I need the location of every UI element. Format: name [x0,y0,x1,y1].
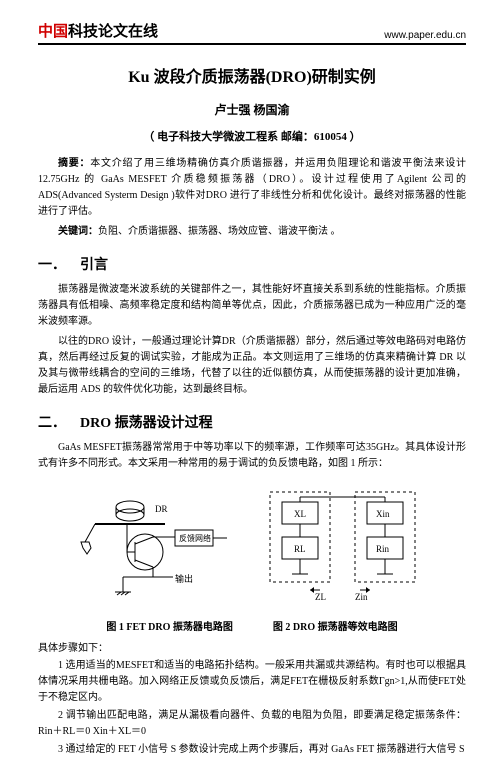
abstract-label: 摘要： [58,158,90,169]
section-1-num: 一． [38,258,66,273]
keywords: 关键词：负阻、介质谐振器、振荡器、场效应管、谐波平衡法 。 [38,224,466,240]
fig2-caption: 图 2 DRO 振荡器等效电路图 [273,618,398,633]
steps-intro: 具体步骤如下： [38,639,466,654]
figures-row: DR 反馈网络 输出 XL [38,482,466,612]
brand: 中国科技论文在线 [38,20,158,41]
figure-1: DR 反馈网络 输出 [75,482,240,612]
site-url: www.paper.edu.cn [384,30,466,41]
section-2-num: 二． [38,416,66,431]
section-2-heading: 二． DRO 振荡器设计过程 [38,412,466,432]
section-2-title: DRO 振荡器设计过程 [80,416,213,431]
figure-captions: 图 1 FET DRO 振荡器电路图 图 2 DRO 振荡器等效电路图 [38,618,466,633]
fig2-rl-label: RL [294,544,306,554]
brand-red: 中国 [38,24,68,40]
fig1-dr-label: DR [155,504,168,514]
fig1-out-label: 输出 [175,573,193,584]
section-1-p1: 振荡器是微波毫米波系统的关键部件之一，其性能好坏直接关系到系统的性能指标。介质振… [38,282,466,330]
header-bar: 中国科技论文在线 www.paper.edu.cn [38,20,466,45]
step-1: 1 选用适当的MESFET和适当的电路拓扑结构。一般采用共漏或共源结构。有时也可… [38,658,466,706]
section-1-p2: 以往的DRO 设计，一般通过理论计算DR（介质谐振器）部分，然后通过等效电路码对… [38,334,466,398]
keywords-label: 关键词： [58,226,98,237]
brand-black: 科技论文在线 [68,24,158,40]
abstract: 摘要：本文介绍了用三维场精确仿真介质谐振器，并运用负阻理论和谐波平衡法来设计12… [38,156,466,220]
authors: 卢士强 杨国渝 [38,101,466,118]
affiliation: （ 电子科技大学微波工程系 邮编：610054 ） [38,128,466,144]
step-3: 3 通过给定的 FET 小信号 S 参数设计完成上两个步骤后，再对 GaAs F… [38,742,466,758]
fig2-xin-label: Xin [376,509,390,519]
fig1-caption: 图 1 FET DRO 振荡器电路图 [106,618,233,633]
section-1-title: 引言 [80,258,108,273]
section-2-p1: GaAs MESFET振荡器常常用于中等功率以下的频率源，工作频率可达35GHz… [38,440,466,472]
abstract-text: 本文介绍了用三维场精确仿真介质谐振器，并运用负阻理论和谐波平衡法来设计12.75… [38,158,466,217]
fig2-zl-label: ZL [315,592,326,602]
keywords-text: 负阻、介质谐振器、振荡器、场效应管、谐波平衡法 。 [98,226,341,237]
fig1-fb-label: 反馈网络 [179,533,211,543]
figure-2: XL RL Xin Rin ZL Zin [260,482,430,612]
fig2-rin-label: Rin [376,544,390,554]
section-1-heading: 一． 引言 [38,254,466,274]
fig2-xl-label: XL [294,509,306,519]
fig2-zin-label: Zin [355,592,368,602]
paper-title: Ku 波段介质振荡器(DRO)研制实例 [38,63,466,87]
